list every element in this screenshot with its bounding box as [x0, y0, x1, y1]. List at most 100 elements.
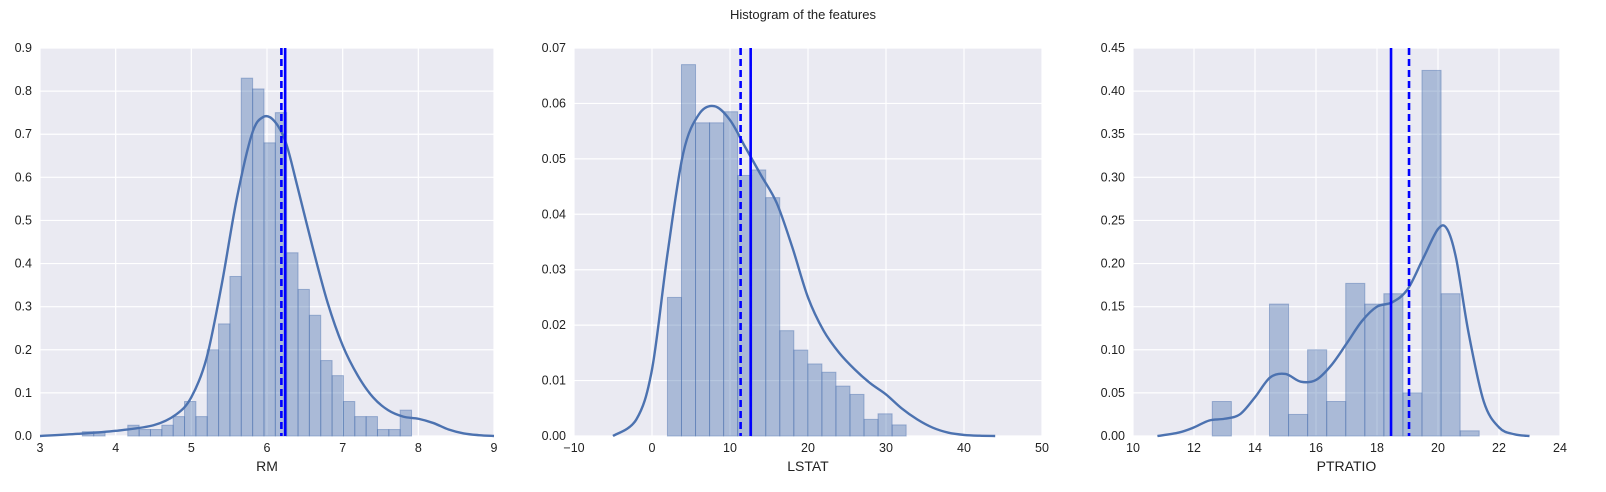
x-tick-label: 4 — [112, 441, 119, 455]
histogram-bar — [779, 330, 795, 437]
histogram-bar — [1326, 401, 1347, 437]
x-tick-label: 5 — [188, 441, 195, 455]
y-tick-label: 0.0 — [15, 429, 32, 443]
histogram-bar — [342, 401, 356, 437]
x-tick-label: 3 — [37, 441, 44, 455]
x-tick-label: 8 — [415, 441, 422, 455]
histogram-bar — [331, 375, 344, 437]
histogram-bar — [723, 111, 739, 437]
y-tick-label: 0.05 — [542, 152, 566, 166]
x-tick-label: 10 — [723, 441, 737, 455]
histogram-bar — [297, 288, 310, 437]
y-tick-label: 0.5 — [15, 213, 32, 227]
histogram-bar — [127, 424, 140, 437]
y-tick-label: 0.00 — [542, 429, 566, 443]
histogram-bar — [1307, 349, 1328, 437]
histogram-bar — [1440, 293, 1461, 437]
subplot-ptratio: 10 12 14 16 18 20 22 24 0.00 0.05 0.10 0.15 0.20 0.25… — [1101, 41, 1567, 474]
y-tick-label: 0.35 — [1101, 127, 1125, 141]
histogram-bar — [695, 122, 711, 437]
x-tick-label: 14 — [1248, 441, 1262, 455]
x-tick-label: 10 — [1126, 441, 1140, 455]
y-tick-label: 0.45 — [1101, 41, 1125, 55]
histogram-bar — [138, 429, 151, 437]
x-tick-label: 30 — [879, 441, 893, 455]
histogram-bar — [1345, 282, 1366, 437]
y-tick-label: 0.15 — [1101, 300, 1125, 314]
y-tick-label: 0.03 — [542, 263, 566, 277]
x-axis-label: LSTAT — [787, 458, 829, 474]
x-tick-label: 12 — [1187, 441, 1201, 455]
x-tick-label: 9 — [491, 441, 498, 455]
x-tick-label: 18 — [1370, 441, 1384, 455]
kde-line — [612, 104, 996, 438]
histogram-bar — [1268, 303, 1290, 437]
histogram-bar — [365, 416, 378, 437]
histogram-bar — [835, 385, 851, 437]
histogram-bar — [877, 413, 893, 437]
histogram-bar — [821, 371, 837, 437]
y-tick-label: 0.9 — [15, 41, 32, 55]
histogram-bar — [195, 416, 208, 437]
histogram-bar — [206, 349, 220, 437]
y-tick-label: 0.30 — [1101, 170, 1125, 184]
histogram-bar — [666, 296, 682, 437]
histogram-bar — [240, 77, 254, 437]
x-tick-label: −10 — [563, 441, 584, 455]
kde-line — [1157, 224, 1530, 438]
histogram-bar — [286, 252, 299, 437]
y-tick-label: 0.01 — [542, 374, 566, 388]
histogram-bar — [320, 360, 333, 437]
y-tick-label: 0.4 — [15, 257, 32, 271]
histogram-bar — [1459, 430, 1480, 437]
histogram-bar — [252, 88, 265, 437]
histogram-bar — [709, 122, 725, 437]
x-tick-label: 20 — [801, 441, 815, 455]
histogram-bar — [354, 416, 367, 437]
histogram-bar — [263, 142, 276, 437]
y-tick-label: 0.07 — [542, 41, 566, 55]
y-tick-label: 0.05 — [1101, 386, 1125, 400]
subplot-lstat: −10 0 10 20 30 40 50 0.00 0.01 0.02 0.03 0.04 0.05 0.… — [542, 41, 1049, 474]
y-tick-label: 0.04 — [542, 207, 566, 221]
histogram-bar — [149, 429, 163, 437]
y-tick-label: 0.06 — [542, 96, 566, 110]
histogram-bar — [1402, 392, 1423, 437]
figure-title: Histogram of the features — [730, 7, 876, 22]
y-tick-label: 0.7 — [15, 127, 32, 141]
histogram-bar — [751, 169, 767, 437]
y-tick-label: 0.20 — [1101, 257, 1125, 271]
y-tick-label: 0.40 — [1101, 84, 1125, 98]
x-tick-label: 7 — [339, 441, 346, 455]
histogram-bar — [218, 323, 231, 437]
y-tick-label: 0.8 — [15, 84, 32, 98]
histogram-bar — [891, 424, 907, 437]
x-axis-label: RM — [256, 458, 278, 474]
y-tick-label: 0.25 — [1101, 213, 1125, 227]
subplot-rm: 3 4 5 6 7 8 9 0.0 0.1 0.2 0.3 0.4 0.5 0.6 0.7 0.8 0.9 RM — [15, 41, 498, 474]
histogram-bar — [1383, 293, 1404, 437]
y-tick-label: 0.02 — [542, 318, 566, 332]
histogram-bar — [172, 416, 186, 437]
x-axis-label: PTRATIO — [1317, 458, 1377, 474]
y-tick-label: 0.6 — [15, 170, 32, 184]
x-tick-label: 40 — [957, 441, 971, 455]
y-tick-label: 0.10 — [1101, 343, 1125, 357]
histogram-bar — [863, 418, 879, 437]
y-tick-label: 0.1 — [15, 386, 32, 400]
x-tick-label: 22 — [1492, 441, 1506, 455]
x-tick-label: 20 — [1431, 441, 1445, 455]
histogram-bar — [376, 429, 390, 437]
x-tick-label: 50 — [1035, 441, 1049, 455]
x-tick-label: 0 — [649, 441, 656, 455]
histogram-bar — [229, 275, 242, 437]
histogram-bar — [308, 314, 322, 437]
histogram-bar — [807, 363, 823, 437]
kde-line — [39, 114, 495, 438]
histogram-bar — [399, 409, 413, 437]
histogram-bar — [765, 197, 781, 437]
histogram-bar — [793, 349, 809, 437]
x-tick-label: 6 — [264, 441, 271, 455]
